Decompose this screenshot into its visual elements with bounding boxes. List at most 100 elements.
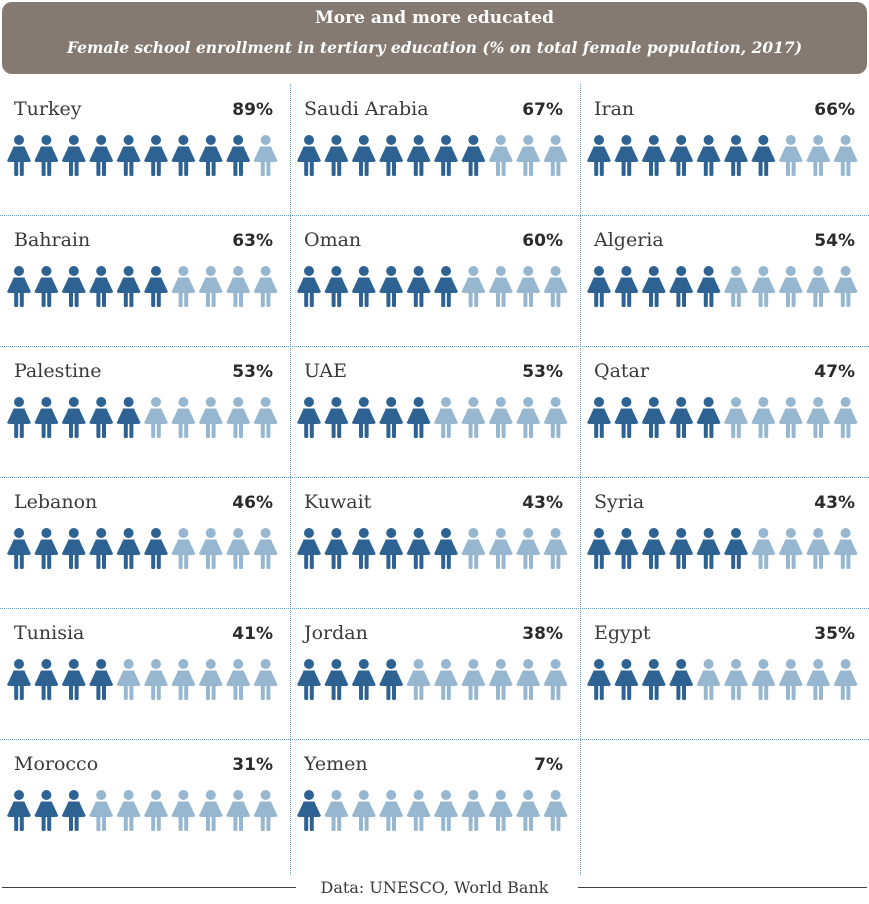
woman-figure-icon — [778, 135, 803, 176]
woman-figure-icon — [806, 397, 831, 438]
woman-figure-icon — [324, 790, 349, 831]
woman-figure-icon — [696, 266, 721, 307]
row-divider — [0, 608, 869, 609]
woman-figure-icon — [297, 528, 321, 569]
country-cell: Syria 43% — [580, 477, 869, 608]
woman-figure-icon — [198, 659, 223, 700]
woman-figure-icon — [614, 135, 639, 176]
woman-figure-icon — [461, 659, 486, 700]
woman-figure-icon — [34, 397, 59, 438]
woman-figure-icon — [751, 397, 776, 438]
woman-figure-icon — [7, 528, 31, 569]
percentage-label: 63% — [232, 231, 273, 251]
woman-figure-icon — [641, 397, 666, 438]
source-footer: Data: UNESCO, World Bank — [0, 876, 869, 900]
icon-row — [297, 397, 568, 438]
woman-figure-icon — [253, 659, 278, 700]
woman-figure-icon — [171, 659, 196, 700]
woman-figure-icon — [89, 528, 114, 569]
icon-row — [297, 266, 568, 307]
woman-figure-icon — [253, 790, 278, 831]
woman-figure-icon — [614, 266, 639, 307]
woman-figure-icon — [34, 528, 59, 569]
woman-figure-icon — [434, 135, 458, 176]
woman-figure-icon — [806, 135, 831, 176]
woman-figure-icon — [7, 790, 31, 831]
icon-row — [7, 659, 278, 700]
woman-figure-icon — [434, 659, 458, 700]
icon-row — [587, 397, 858, 438]
country-cell: Lebanon 46% — [0, 477, 289, 608]
country-name: Tunisia — [14, 622, 85, 644]
woman-figure-icon — [806, 528, 831, 569]
woman-figure-icon — [614, 397, 639, 438]
woman-figure-icon — [253, 266, 278, 307]
woman-figure-icon — [669, 266, 694, 307]
percentage-label: 35% — [814, 624, 855, 644]
woman-figure-icon — [379, 266, 404, 307]
woman-figure-icon — [7, 659, 31, 700]
woman-figure-icon — [61, 659, 86, 700]
woman-figure-icon — [696, 135, 721, 176]
woman-figure-icon — [724, 266, 748, 307]
woman-figure-icon — [434, 528, 458, 569]
woman-figure-icon — [89, 397, 114, 438]
woman-figure-icon — [297, 659, 321, 700]
woman-figure-icon — [171, 135, 196, 176]
percentage-label: 43% — [522, 493, 563, 513]
woman-figure-icon — [297, 135, 321, 176]
percentage-label: 53% — [522, 362, 563, 382]
woman-figure-icon — [543, 266, 568, 307]
percentage-label: 60% — [522, 231, 563, 251]
woman-figure-icon — [434, 266, 458, 307]
percentage-label: 43% — [814, 493, 855, 513]
country-cell: Kuwait 43% — [290, 477, 579, 608]
woman-figure-icon — [351, 659, 376, 700]
country-name: Turkey — [14, 98, 82, 120]
woman-figure-icon — [116, 397, 141, 438]
woman-figure-icon — [587, 528, 611, 569]
woman-figure-icon — [253, 397, 278, 438]
woman-figure-icon — [543, 790, 568, 831]
country-cell: Morocco 31% — [0, 739, 289, 870]
woman-figure-icon — [751, 528, 776, 569]
woman-figure-icon — [116, 266, 141, 307]
country-cell: Bahrain 63% — [0, 215, 289, 346]
woman-figure-icon — [144, 659, 168, 700]
woman-figure-icon — [226, 659, 251, 700]
woman-figure-icon — [587, 659, 611, 700]
woman-figure-icon — [778, 659, 803, 700]
country-name: Oman — [304, 229, 362, 251]
woman-figure-icon — [61, 397, 86, 438]
woman-figure-icon — [833, 397, 858, 438]
woman-figure-icon — [61, 790, 86, 831]
woman-figure-icon — [724, 659, 748, 700]
country-name: Syria — [594, 491, 645, 513]
woman-figure-icon — [751, 135, 776, 176]
woman-figure-icon — [406, 528, 431, 569]
woman-figure-icon — [614, 659, 639, 700]
woman-figure-icon — [778, 266, 803, 307]
country-cell: Algeria 54% — [580, 215, 869, 346]
pictogram-grid: Turkey 89% Saudi Arabia 67% Iran 66% Bahrain 63… — [0, 84, 869, 875]
woman-figure-icon — [116, 790, 141, 831]
woman-figure-icon — [406, 266, 431, 307]
woman-figure-icon — [543, 659, 568, 700]
woman-figure-icon — [144, 528, 168, 569]
country-name: Morocco — [14, 753, 99, 775]
woman-figure-icon — [641, 528, 666, 569]
woman-figure-icon — [379, 659, 404, 700]
woman-figure-icon — [488, 790, 513, 831]
woman-figure-icon — [406, 790, 431, 831]
woman-figure-icon — [34, 135, 59, 176]
row-divider — [0, 346, 869, 347]
woman-figure-icon — [89, 790, 114, 831]
woman-figure-icon — [669, 397, 694, 438]
woman-figure-icon — [543, 528, 568, 569]
woman-figure-icon — [516, 790, 541, 831]
woman-figure-icon — [34, 266, 59, 307]
woman-figure-icon — [587, 135, 611, 176]
woman-figure-icon — [351, 528, 376, 569]
woman-figure-icon — [198, 528, 223, 569]
woman-figure-icon — [297, 266, 321, 307]
